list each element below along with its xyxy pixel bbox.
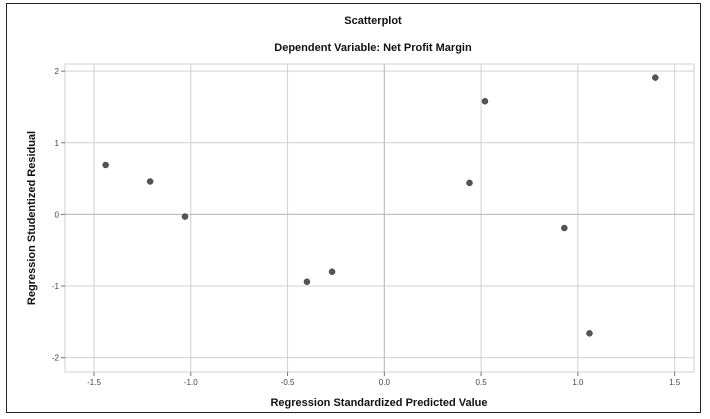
grid-lines [65, 64, 694, 372]
x-tick-label: -0.5 [281, 378, 295, 387]
data-points [102, 74, 659, 337]
y-tick-label: -2 [52, 354, 60, 363]
scatter-point [303, 278, 311, 285]
axes: -1.5 -1.0 -0.5 0.0 0.5 1.0 1.5 -2 -1 0 1 2 [52, 67, 681, 387]
scatter-point [328, 268, 336, 275]
y-tick-label: 1 [55, 139, 60, 148]
scatter-point [146, 178, 154, 185]
x-tick-label: 0.0 [379, 378, 391, 387]
chart-frame: Scatterplot Dependent Variable: Net Prof… [6, 3, 701, 413]
scatter-point [181, 213, 189, 220]
scatter-point [466, 179, 473, 187]
x-tick-label: -1.0 [184, 378, 198, 387]
scatter-point [102, 161, 109, 169]
x-tick-label: 1.0 [572, 378, 584, 387]
chart-subtitle: Dependent Variable: Net Profit Margin [274, 42, 472, 54]
scatter-point [652, 74, 659, 81]
y-tick-label: 2 [55, 67, 60, 76]
y-tick-label: 0 [55, 210, 60, 219]
scatter-point [561, 224, 568, 232]
scatterplot-chart: Scatterplot Dependent Variable: Net Prof… [26, 15, 695, 409]
x-tick-label: 1.5 [669, 378, 681, 387]
plot-area [64, 63, 695, 373]
scatter-point [481, 97, 489, 105]
x-tick-label: -1.5 [87, 378, 101, 387]
chart-title: Scatterplot [344, 15, 402, 27]
scatter-point [586, 330, 593, 337]
y-tick-label: -1 [52, 282, 60, 291]
x-axis-label: Regression Standardized Predicted Value [270, 397, 487, 409]
x-tick-label: 0.5 [476, 378, 488, 387]
y-axis-label: Regression Studentized Residual [26, 131, 38, 305]
